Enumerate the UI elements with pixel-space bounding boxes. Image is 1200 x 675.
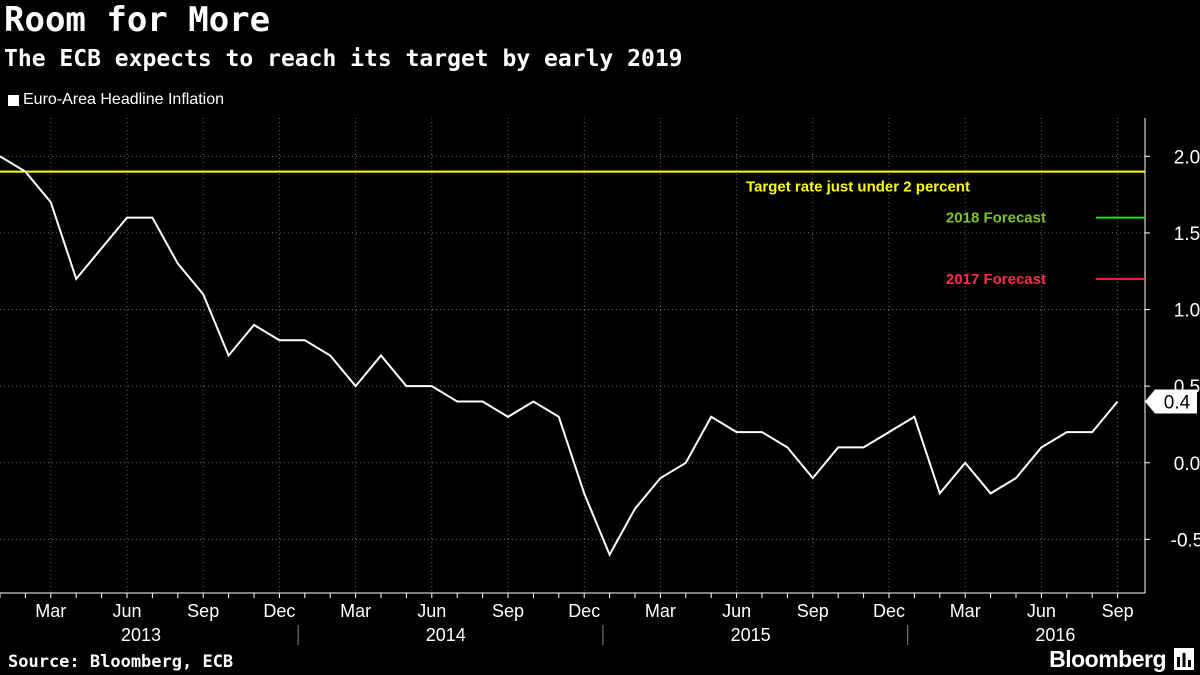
x-tick-label: Jun — [722, 601, 751, 621]
x-tick-label: Jun — [112, 601, 141, 621]
reference-lines: Target rate just under 2 percent 2018 For… — [0, 170, 1145, 288]
y-tick-label: 1.0 — [1174, 301, 1200, 322]
y-tick-label: 0.0 — [1174, 454, 1200, 475]
x-tick-label: Sep — [797, 601, 829, 621]
year-label: 2013 — [121, 625, 161, 645]
brand-logo-text: Bloomberg — [1049, 646, 1166, 672]
x-tick-label: Jun — [417, 601, 446, 621]
y-tick-label: 2.0 — [1174, 147, 1200, 168]
last-value-callout — [1145, 389, 1197, 414]
legend: Euro-Area Headline Inflation — [8, 91, 224, 109]
legend-label: Euro-Area Headline Inflation — [23, 91, 225, 108]
x-tick-label: Mar — [645, 601, 676, 621]
y-tick-label: -0.5 — [1171, 530, 1200, 551]
year-label: 2016 — [1035, 625, 1075, 645]
axes — [0, 118, 1150, 645]
x-tick-label: Mar — [340, 601, 371, 621]
x-tick-label: Sep — [1102, 601, 1134, 621]
x-tick-label: Dec — [873, 601, 905, 621]
x-tick-label: Mar — [950, 601, 981, 621]
x-tick-label: Mar — [35, 601, 66, 621]
x-tick-label: Sep — [492, 601, 524, 621]
x-tick-label: Sep — [187, 601, 219, 621]
x-tick-label: Jun — [1027, 601, 1056, 621]
last-value-label: 0.4 — [1164, 392, 1191, 413]
series-layer — [0, 155, 1119, 558]
source-note: Source: Bloomberg, ECB — [8, 652, 234, 672]
bloomberg-icon — [1174, 648, 1194, 670]
target-label: Target rate just under 2 percent — [746, 179, 970, 196]
year-label: 2014 — [426, 625, 466, 645]
forecast-2017-label: 2017 Forecast — [946, 271, 1046, 288]
forecast-2018-label: 2018 Forecast — [946, 210, 1046, 227]
x-tick-label: Dec — [568, 601, 600, 621]
year-label: 2015 — [731, 625, 771, 645]
x-tick-label: Dec — [263, 601, 295, 621]
grid-lines — [0, 118, 1145, 593]
legend-swatch — [8, 94, 19, 106]
chart-title: Room for More — [4, 0, 271, 40]
chart-subtitle: The ECB expects to reach its target by e… — [4, 46, 683, 72]
y-tick-label: 1.5 — [1174, 224, 1200, 245]
